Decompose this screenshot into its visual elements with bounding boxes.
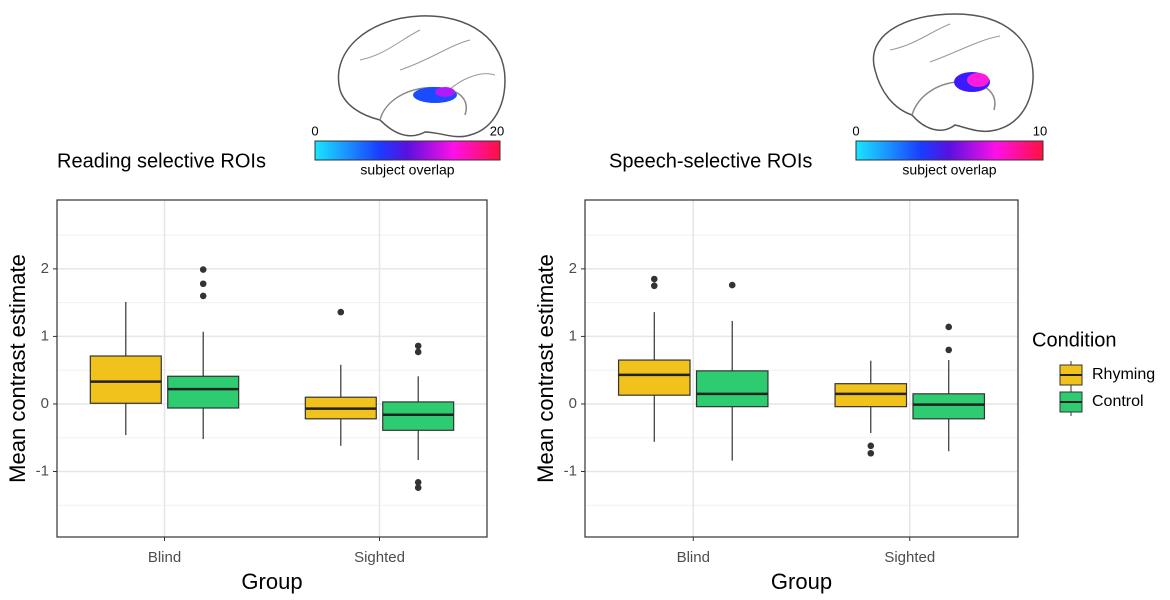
colorbar-min: 0: [852, 123, 859, 138]
y-tick-label: -1: [564, 462, 577, 479]
colorbar-label: subject overlap: [360, 162, 454, 178]
outlier: [337, 308, 345, 316]
plot-border: [56, 199, 488, 538]
colorbar-label: subject overlap: [902, 162, 996, 178]
box: [912, 393, 986, 420]
outlier: [199, 266, 207, 273]
colorbar: [855, 140, 1044, 161]
x-tick-label: Sighted: [884, 549, 935, 566]
outlier: [650, 275, 658, 283]
outlier: [945, 323, 953, 331]
box: [617, 359, 691, 396]
outlier: [199, 292, 207, 300]
colorbar-min: 0: [311, 123, 318, 138]
chart-title: Speech-selective ROIs: [609, 150, 812, 172]
box: [167, 375, 240, 409]
chart-title: Reading selective ROIs: [57, 150, 266, 172]
x-tick-label: Blind: [148, 549, 181, 566]
outlier: [945, 346, 953, 354]
outlier: [414, 342, 422, 350]
y-tick-label: -1: [36, 462, 49, 479]
colorbar-max: 10: [1033, 123, 1047, 138]
brain-left: [337, 15, 506, 138]
outlier: [728, 281, 736, 289]
outlier: [414, 484, 422, 491]
box: [695, 370, 769, 408]
colorbar-max: 20: [490, 123, 504, 138]
colorbar: [314, 140, 501, 161]
x-tick-label: Blind: [677, 549, 710, 566]
box: [89, 355, 162, 404]
outlier: [414, 348, 422, 356]
outlier: [867, 449, 875, 457]
outlier: [867, 442, 875, 450]
x-axis-label: Group: [241, 569, 302, 594]
legend-label: Rhyming: [1092, 366, 1155, 383]
outlier: [414, 478, 422, 486]
y-tick-label: 0: [41, 395, 49, 412]
y-axis-label: Mean contrast estimate: [5, 254, 30, 483]
y-tick-label: 0: [569, 395, 577, 412]
outlier: [199, 280, 207, 288]
legend-label: Control: [1092, 393, 1144, 410]
brain-right: [872, 13, 1034, 133]
plot-border: [584, 199, 1019, 538]
y-tick-label: 1: [569, 327, 577, 344]
box: [382, 401, 455, 431]
box: [834, 383, 908, 408]
y-axis-label: Mean contrast estimate: [533, 254, 558, 483]
y-tick-label: 2: [569, 260, 577, 277]
x-tick-label: Sighted: [354, 549, 405, 566]
y-tick-label: 1: [41, 327, 49, 344]
x-axis-label: Group: [771, 569, 832, 594]
y-tick-label: 2: [41, 260, 49, 277]
legend-title: Condition: [1032, 329, 1117, 351]
outlier: [650, 282, 658, 290]
